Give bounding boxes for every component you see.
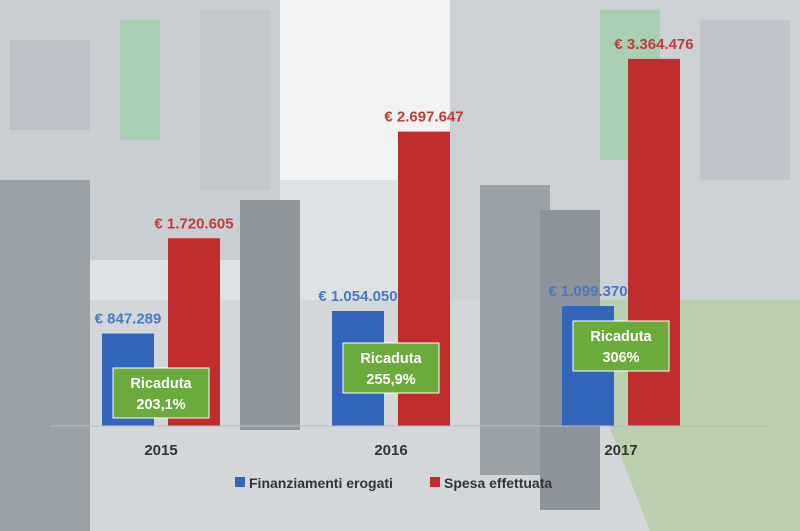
ricaduta-title: Ricaduta: [360, 351, 422, 367]
value-label-finanziamenti-2017: € 1.099.370: [548, 283, 627, 300]
ricaduta-title: Ricaduta: [130, 376, 192, 392]
ricaduta-value: 306%: [602, 350, 639, 366]
value-label-finanziamenti-2016: € 1.054.050: [318, 288, 397, 305]
value-label-spesa-2015: € 1.720.605: [154, 215, 233, 232]
value-labels-layer: € 847.289 € 1.720.605 € 1.054.050 € 2.697.6…: [95, 36, 694, 328]
value-label-spesa-2017: € 3.364.476: [614, 36, 693, 53]
ricaduta-badge-2017: Ricaduta 306%: [572, 320, 670, 372]
ricaduta-title: Ricaduta: [590, 329, 652, 345]
legend-label-spesa: Spesa effettuata: [444, 475, 552, 491]
category-label-2015: 2015: [144, 442, 177, 459]
category-label-2016: 2016: [374, 442, 407, 459]
ricaduta-value: 255,9%: [366, 372, 415, 388]
value-label-finanziamenti-2015: € 847.289: [95, 311, 162, 328]
legend-label-finanziamenti: Finanziamenti erogati: [249, 475, 393, 491]
ricaduta-value: 203,1%: [136, 397, 185, 413]
ricaduta-badge-2015: Ricaduta 203,1%: [112, 367, 210, 419]
legend-swatch-spesa: [430, 477, 440, 487]
legend: Finanziamenti erogati Spesa effettuata: [235, 475, 552, 491]
category-label-2017: 2017: [604, 442, 637, 459]
value-label-spesa-2016: € 2.697.647: [384, 109, 463, 126]
legend-swatch-finanziamenti: [235, 477, 245, 487]
ricaduta-badge-2016: Ricaduta 255,9%: [342, 342, 440, 394]
ratio-badges-layer: Ricaduta 203,1% Ricaduta 255,9% Ricaduta 306%: [112, 320, 670, 419]
category-labels-layer: 2015 2016 2017: [144, 442, 637, 459]
